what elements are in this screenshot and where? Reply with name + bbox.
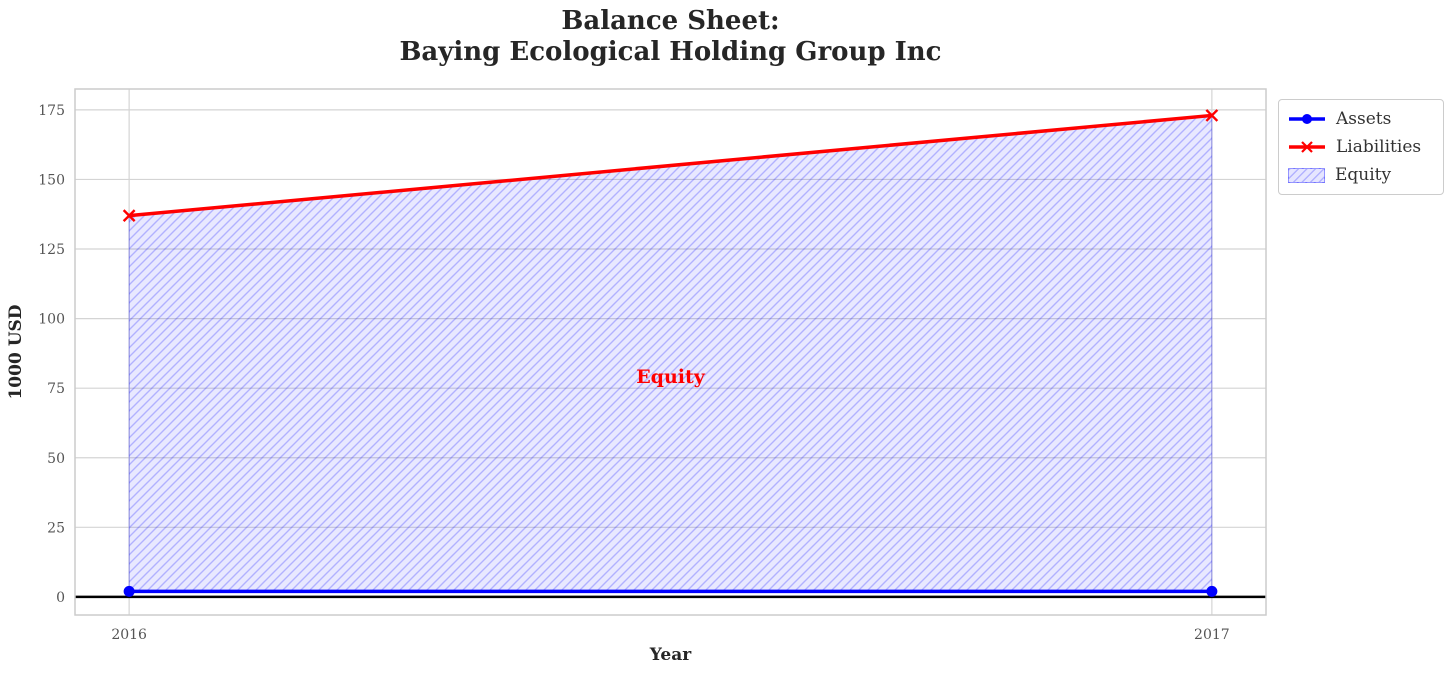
legend-label-liabilities: Liabilities — [1336, 137, 1422, 157]
x-tick-label: 2016 — [111, 627, 147, 643]
y-tick-label: 50 — [47, 451, 65, 467]
y-tick-label: 25 — [47, 520, 65, 536]
legend-label-equity: Equity — [1335, 165, 1392, 185]
chart-title: Balance Sheet: Baying Ecological Holding… — [399, 6, 942, 67]
assets-marker — [123, 585, 135, 597]
y-tick-label: 150 — [38, 172, 65, 188]
liabilities-marker — [1205, 109, 1219, 122]
y-tick-label: 100 — [38, 312, 65, 328]
legend-item-liabilities: Liabilities — [1288, 133, 1433, 161]
x-tick-label: 2017 — [1194, 627, 1230, 643]
legend: Assets Liabilities Equity — [1278, 99, 1444, 195]
legend-item-equity: Equity — [1288, 161, 1433, 189]
legend-item-assets: Assets — [1288, 105, 1433, 133]
equity-area — [128, 114, 1213, 592]
y-tick-label: 125 — [38, 242, 65, 258]
y-axis-label: 1000 USD — [6, 304, 26, 400]
assets-line-icon — [1289, 114, 1325, 124]
x-axis-label: Year — [649, 645, 692, 665]
legend-label-assets: Assets — [1336, 109, 1392, 129]
equity-annotation: Equity — [636, 366, 706, 388]
plot-border — [74, 88, 1267, 616]
y-tick-label: 75 — [47, 381, 65, 397]
y-tick-label: 0 — [56, 590, 65, 606]
assets-marker — [1206, 585, 1218, 597]
liabilities-marker — [122, 209, 136, 222]
liabilities-line — [128, 113, 1213, 218]
liabilities-line-icon — [1289, 141, 1325, 153]
y-tick-label: 175 — [38, 103, 65, 119]
equity-hatch-swatch-icon — [1288, 167, 1325, 183]
